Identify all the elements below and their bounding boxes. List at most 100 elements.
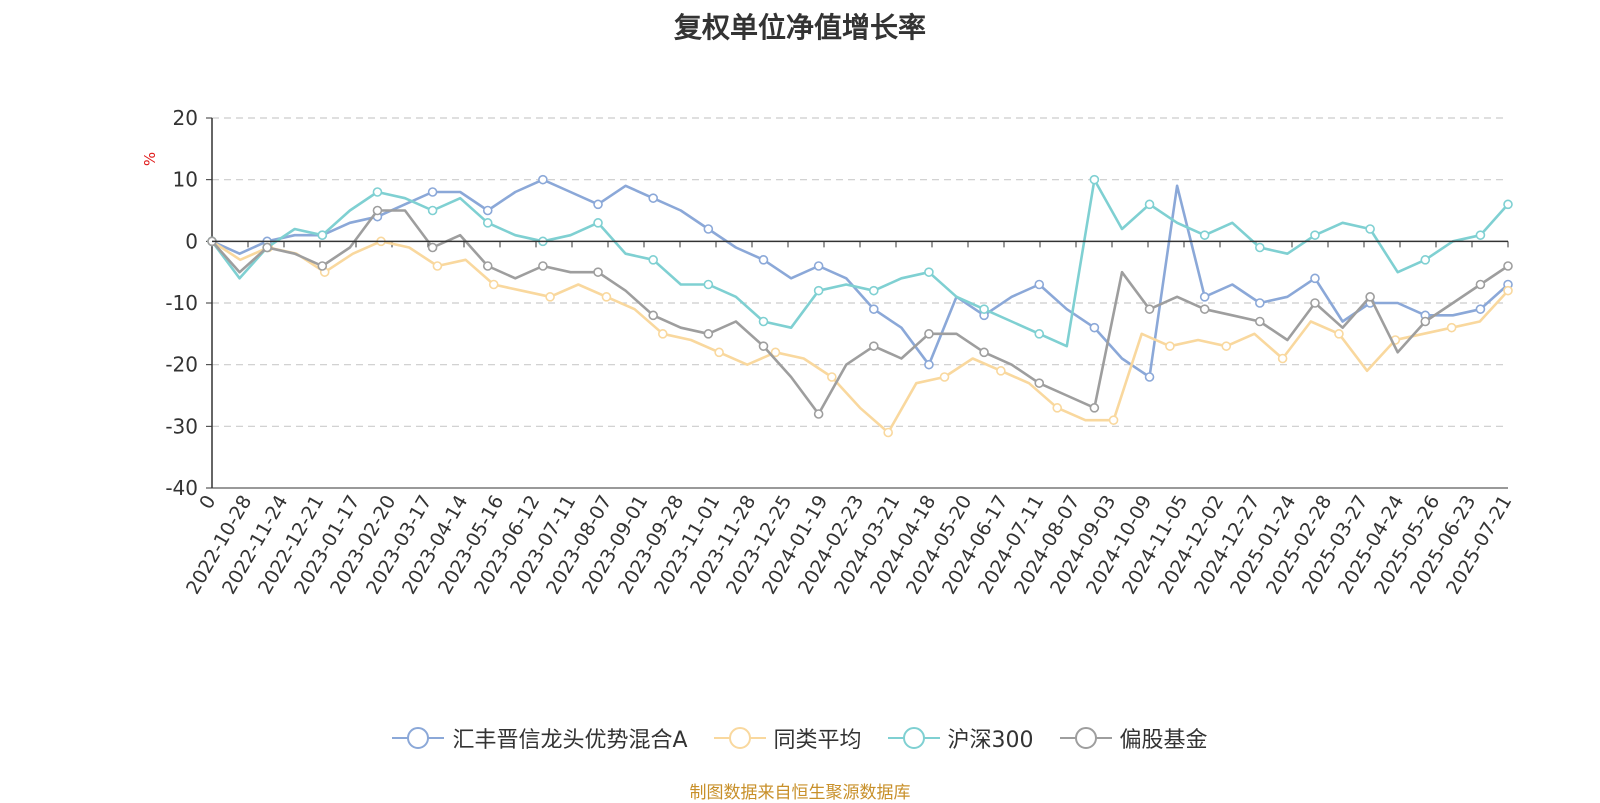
legend-label: 同类平均 — [773, 728, 862, 753]
series-point — [813, 409, 824, 419]
series-point — [924, 329, 934, 339]
series-point — [758, 255, 769, 265]
series-point — [1221, 341, 1232, 351]
series-point — [924, 359, 934, 370]
legend-item[interactable]: 汇丰晋信龙头优势混合A — [392, 722, 688, 754]
series-point — [1310, 230, 1320, 240]
series-point — [1052, 403, 1063, 413]
series-point — [427, 187, 438, 197]
series-point — [262, 242, 272, 253]
series-point — [1334, 329, 1344, 339]
series-point — [883, 427, 893, 438]
series-point — [1144, 304, 1155, 314]
series-point — [1446, 322, 1457, 333]
series-point — [979, 304, 989, 314]
series-point — [703, 329, 714, 339]
chart-title: 复权单位净值增长率 — [673, 11, 926, 44]
series-point — [538, 261, 548, 271]
series-point — [601, 292, 612, 302]
legend-line-circle-icon — [392, 727, 445, 749]
series-point — [758, 316, 769, 327]
series-point — [1199, 292, 1210, 302]
series-point — [1144, 199, 1155, 210]
series-point — [482, 261, 493, 271]
legend-line-circle-icon — [713, 727, 766, 749]
series-point — [827, 372, 837, 382]
series-point — [1503, 199, 1513, 210]
series-point — [703, 279, 714, 290]
legend-item[interactable]: 偏股基金 — [1059, 722, 1208, 754]
legend-line-circle-icon — [1059, 727, 1112, 749]
series-point — [593, 199, 603, 210]
series-point — [770, 347, 781, 358]
series-point — [1089, 322, 1100, 333]
series-point — [545, 292, 555, 302]
series-point — [1034, 279, 1045, 290]
series-line-2 — [211, 240, 1509, 434]
series-point — [1475, 230, 1486, 240]
y-tick-label: 0 — [185, 229, 198, 253]
series-point — [1310, 298, 1320, 308]
legend-label: 汇丰晋信龙头优势混合A — [452, 728, 688, 753]
series-point — [813, 261, 824, 271]
series-point — [427, 242, 438, 253]
series-point — [648, 193, 658, 203]
y-tick-label: -10 — [165, 291, 198, 315]
x-tick-label: 0 — [195, 492, 220, 513]
series-point — [1475, 279, 1486, 290]
series-point — [868, 285, 879, 296]
y-tick-label: -30 — [165, 414, 198, 438]
series-point — [1277, 353, 1288, 364]
series-point — [1365, 224, 1375, 234]
series-point — [648, 310, 658, 321]
series-point — [1089, 174, 1100, 185]
series-point — [939, 372, 950, 382]
series-point — [1420, 255, 1431, 265]
series-point — [758, 341, 769, 351]
series-point — [996, 366, 1006, 376]
series-point — [317, 261, 328, 271]
legend-line-circle-icon — [887, 727, 940, 749]
series-point — [1503, 285, 1513, 296]
series-point — [1475, 304, 1486, 314]
series-point — [657, 329, 668, 339]
legend-label: 沪深300 — [947, 728, 1034, 753]
series-point — [868, 304, 879, 314]
series-point — [1199, 230, 1210, 240]
series-point — [432, 261, 443, 271]
series-point — [482, 205, 493, 216]
series-point — [538, 174, 548, 185]
chart-legend: 汇丰晋信龙头优势混合A 同类平均 沪深300 偏股基金 — [0, 722, 1600, 754]
legend-item[interactable]: 同类平均 — [713, 722, 862, 754]
legend-item[interactable]: 沪深300 — [887, 722, 1034, 754]
data-source-note: 制图数据来自恒生聚源数据库 — [689, 783, 911, 803]
series-point — [1310, 273, 1320, 284]
series-point — [714, 347, 724, 358]
series-point — [1144, 372, 1155, 382]
y-tick-label: 20 — [173, 106, 198, 130]
y-tick-label: -40 — [165, 476, 198, 500]
series-point — [1420, 316, 1431, 327]
series-line-3 — [210, 178, 1509, 348]
series-point — [1255, 242, 1265, 253]
series-point — [868, 341, 879, 351]
series-line-1 — [211, 178, 1509, 379]
series-point — [924, 267, 934, 277]
series-point — [703, 224, 714, 234]
legend-label: 偏股基金 — [1119, 728, 1208, 753]
series-point — [488, 279, 499, 290]
series-point — [1165, 341, 1175, 351]
series-point — [648, 255, 658, 265]
series-point — [593, 218, 603, 228]
series-point — [372, 205, 383, 216]
series-point — [482, 218, 493, 228]
series-point — [1199, 304, 1210, 314]
series-point — [979, 347, 989, 358]
series-point — [1089, 403, 1100, 413]
series-point — [593, 267, 603, 277]
series-point — [427, 205, 438, 216]
y-tick-label: 10 — [173, 168, 198, 192]
series-point — [372, 187, 383, 197]
y-tick-label: -20 — [165, 353, 198, 377]
series-point — [317, 230, 328, 240]
